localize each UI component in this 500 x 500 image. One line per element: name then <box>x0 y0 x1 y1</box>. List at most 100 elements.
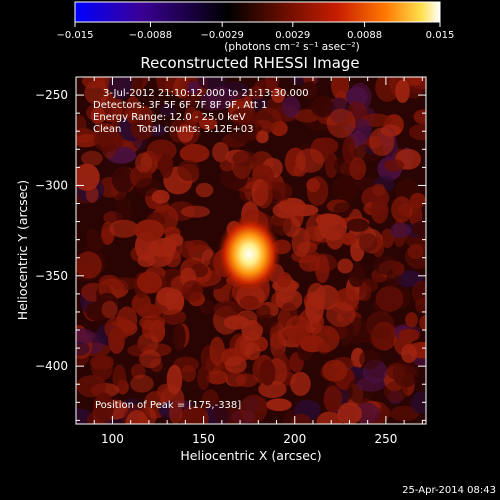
heatmap-cell <box>254 107 282 129</box>
heatmap-cell <box>198 117 218 130</box>
colorbar-tick-label: −0.0029 <box>201 30 244 41</box>
heatmap-cell <box>400 344 418 364</box>
heatmap-cell <box>407 244 424 260</box>
peak-source <box>217 216 282 293</box>
heatmap-cell <box>212 142 230 163</box>
heatmap-cell <box>197 366 210 391</box>
heatmap-cell <box>411 280 426 305</box>
colorbar: −0.015 −0.0088 −0.0029 0.0029 0.0088 0.015 (p… <box>56 1 454 53</box>
annotation-detectors: Detectors: 3F 5F 6F 7F 8F 9F, Att 1 <box>93 100 267 111</box>
heatmap-cell <box>272 201 301 219</box>
heatmap-cell <box>212 398 230 424</box>
colorbar-gradient <box>74 1 441 23</box>
heatmap-cell <box>232 150 257 167</box>
heatmap-cell <box>326 232 344 249</box>
heatmap-cell <box>230 107 258 126</box>
heatmap-cell <box>359 349 381 370</box>
heatmap-cell <box>93 392 114 423</box>
heatmap-cell <box>115 195 133 225</box>
colorbar-tick-label: −0.015 <box>56 30 93 41</box>
heatmap-cell <box>206 370 228 385</box>
heatmap-cell <box>349 157 367 181</box>
y-tick-label: −350 <box>35 269 68 283</box>
colorbar-units: (photons cm⁻² s⁻¹ asec⁻²) <box>224 41 359 53</box>
heatmap-cell <box>412 219 426 238</box>
heatmap-cell <box>337 258 354 274</box>
heatmap-cell <box>229 118 257 144</box>
annotation-energy: Energy Range: 12.0 - 25.0 keV <box>93 112 246 123</box>
heatmap-cell <box>224 356 247 374</box>
heatmap-cell <box>139 315 166 331</box>
heatmap-plot: 100 150 200 250 −250 −300 −350 −400 <box>35 76 427 446</box>
heatmap-cell <box>156 77 173 93</box>
heatmap-cell <box>206 86 235 110</box>
heatmap-cell <box>257 314 279 328</box>
heatmap-cell <box>137 253 156 268</box>
heatmap-cell <box>383 159 405 172</box>
heatmap-cell <box>235 373 259 388</box>
colorbar-tick-label: 0.0029 <box>275 30 310 41</box>
heatmap-cell <box>151 189 170 204</box>
heatmap-cell <box>305 213 329 242</box>
heatmap-cell <box>313 137 339 155</box>
heatmap-cell <box>306 178 320 193</box>
footer-timestamp: 25-Apr-2014 08:43 <box>402 485 496 496</box>
heatmap-cell <box>109 219 139 238</box>
heatmap-cell <box>89 354 114 370</box>
axis-ticks: 100 150 200 250 −250 −300 −350 −400 <box>35 76 426 446</box>
heatmap-cell <box>271 182 293 201</box>
heatmap-cell <box>76 375 107 398</box>
y-axis-label: Heliocentric Y (arcsec) <box>15 180 30 320</box>
heatmap-cell <box>365 311 395 339</box>
heatmap-cell <box>195 182 214 198</box>
heatmap-cell <box>130 117 154 141</box>
heatmap-cell <box>76 251 102 279</box>
heatmap-cell <box>391 196 413 223</box>
heatmap-cell <box>269 321 286 350</box>
heatmap-cell <box>111 166 134 193</box>
heatmap-cell <box>322 359 348 382</box>
heatmap-cell <box>180 205 210 218</box>
heatmap-cell <box>290 371 311 396</box>
heatmap-cell <box>409 192 426 208</box>
heatmap-cell <box>354 118 372 143</box>
heatmap-cell <box>116 306 138 334</box>
heatmap-cell <box>81 77 106 89</box>
heatmap-cell <box>298 254 321 272</box>
heatmap-cell <box>172 323 186 351</box>
heatmap-cell <box>179 144 210 163</box>
heatmap-cell <box>191 110 204 123</box>
heatmap-cell <box>159 152 174 179</box>
y-tick-label: −300 <box>35 178 68 192</box>
heatmap-cell <box>316 411 343 424</box>
heatmap-cell <box>345 316 369 345</box>
chart-title: Reconstructed RHESSI Image <box>140 54 359 72</box>
heatmap-cell <box>392 262 405 276</box>
heatmap-cell <box>90 107 106 125</box>
heatmap-cell <box>169 401 183 424</box>
heatmap-cell <box>108 326 125 354</box>
heatmap-cell <box>276 271 292 288</box>
heatmap-cell <box>101 300 118 319</box>
heatmap-cell <box>315 95 334 118</box>
heatmap-cell <box>285 315 312 345</box>
heatmap-cell <box>331 77 350 100</box>
heatmap-cell <box>76 163 100 191</box>
heatmap-cell <box>419 314 426 332</box>
heatmap-cell <box>413 109 426 125</box>
heatmap-cell <box>177 124 194 143</box>
heatmap-cell <box>380 228 395 249</box>
heatmap-cell <box>239 394 268 424</box>
heatmap-cell <box>255 130 269 144</box>
heatmap-cell <box>156 287 179 307</box>
heatmap-cell <box>386 362 407 380</box>
heatmap-cell <box>166 364 183 395</box>
heatmap-cell <box>94 128 124 153</box>
heatmap-cell <box>346 218 369 232</box>
annotations: 3-Jul-2012 21:10:12.000 to 21:13:30.000 … <box>93 88 309 411</box>
heatmap-cell <box>295 148 325 173</box>
colorbar-tick-label: −0.0088 <box>129 30 172 41</box>
heatmap-cell <box>341 232 357 246</box>
heatmap-cell <box>369 127 395 156</box>
colorbar-tick-label: 0.0088 <box>347 30 382 41</box>
